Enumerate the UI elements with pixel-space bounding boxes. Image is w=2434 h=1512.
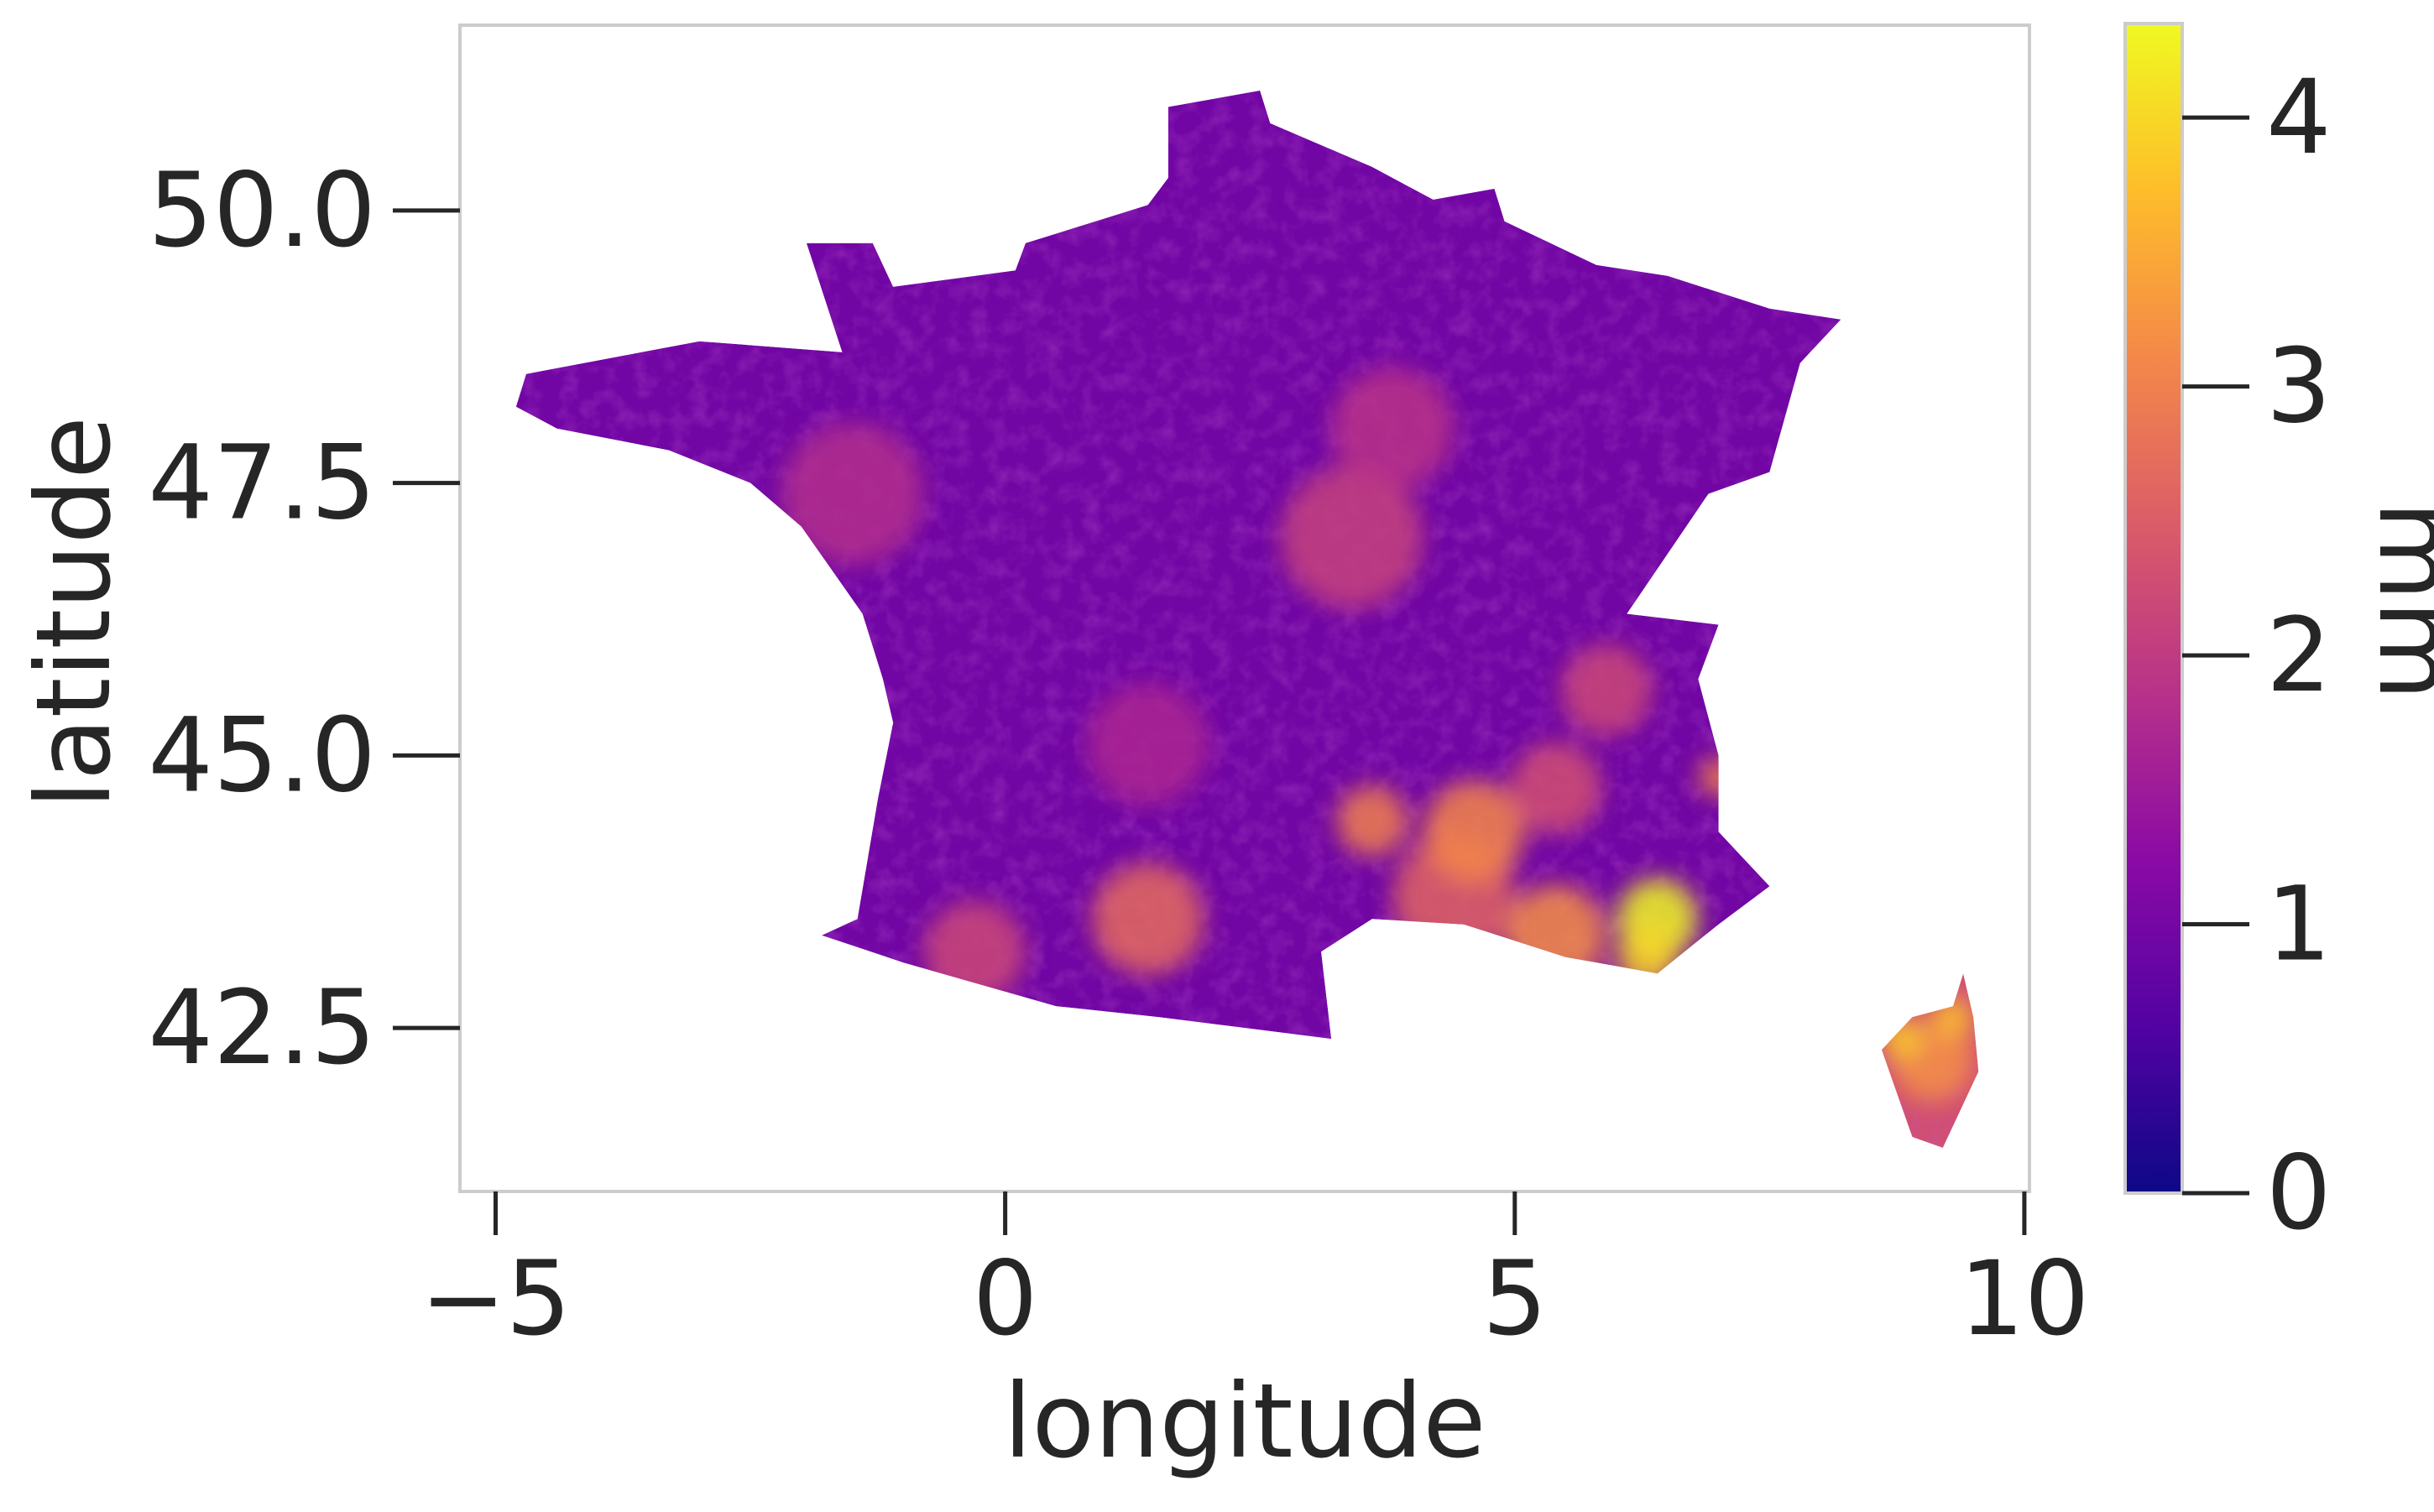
x-axis: −5 0 5 10 [420, 1191, 2090, 1358]
colorbar-tick-label: 2 [2266, 596, 2332, 715]
hotspot [1331, 367, 1454, 490]
texture-overlay [515, 90, 1979, 1148]
hotspot [1617, 926, 1679, 988]
x-tick-label: 10 [1959, 1239, 2089, 1358]
colorbar-tick-label: 4 [2266, 58, 2332, 177]
colorbar-label: mm [2356, 501, 2434, 701]
y-tick-label: 47.5 [148, 424, 376, 543]
colorbar-tick-label: 1 [2266, 865, 2332, 984]
hotspot [1560, 644, 1653, 737]
hotspot [1091, 863, 1204, 976]
y-tick-label: 45.0 [148, 696, 376, 815]
x-tick-label: 5 [1482, 1239, 1548, 1358]
colorbar-tick-label: 3 [2266, 327, 2332, 446]
hotspot [1280, 466, 1423, 609]
colorbar-ticks: 0 1 2 3 4 [2182, 58, 2332, 1253]
hotspot [1336, 785, 1408, 857]
hotspot [1698, 757, 1739, 798]
hotspot [1423, 780, 1525, 884]
y-tick-label: 42.5 [148, 968, 376, 1087]
x-axis-label: longitude [1004, 1362, 1486, 1481]
hotspot [781, 422, 924, 566]
hotspot [1932, 996, 1974, 1038]
y-axis: 42.5 45.0 47.5 50.0 [148, 151, 460, 1087]
hotspot [1509, 742, 1602, 834]
hotspot [1504, 884, 1607, 987]
hotspot [1086, 683, 1209, 806]
hotspot [923, 900, 1026, 1003]
x-tick-label: −5 [420, 1239, 572, 1358]
colorbar-gradient [2123, 22, 2184, 1195]
y-tick-label: 50.0 [148, 151, 376, 270]
colorbar-tick-label: 0 [2266, 1134, 2332, 1253]
x-tick-label: 0 [973, 1239, 1038, 1358]
y-axis-label: latitude [14, 416, 133, 809]
hotspot [1881, 1018, 1923, 1060]
plot-area [458, 23, 2031, 1193]
land-layer [515, 90, 1979, 1148]
plot-frame [458, 23, 2031, 1193]
colorbar: 0 1 2 3 4 mm [2123, 22, 2434, 1253]
